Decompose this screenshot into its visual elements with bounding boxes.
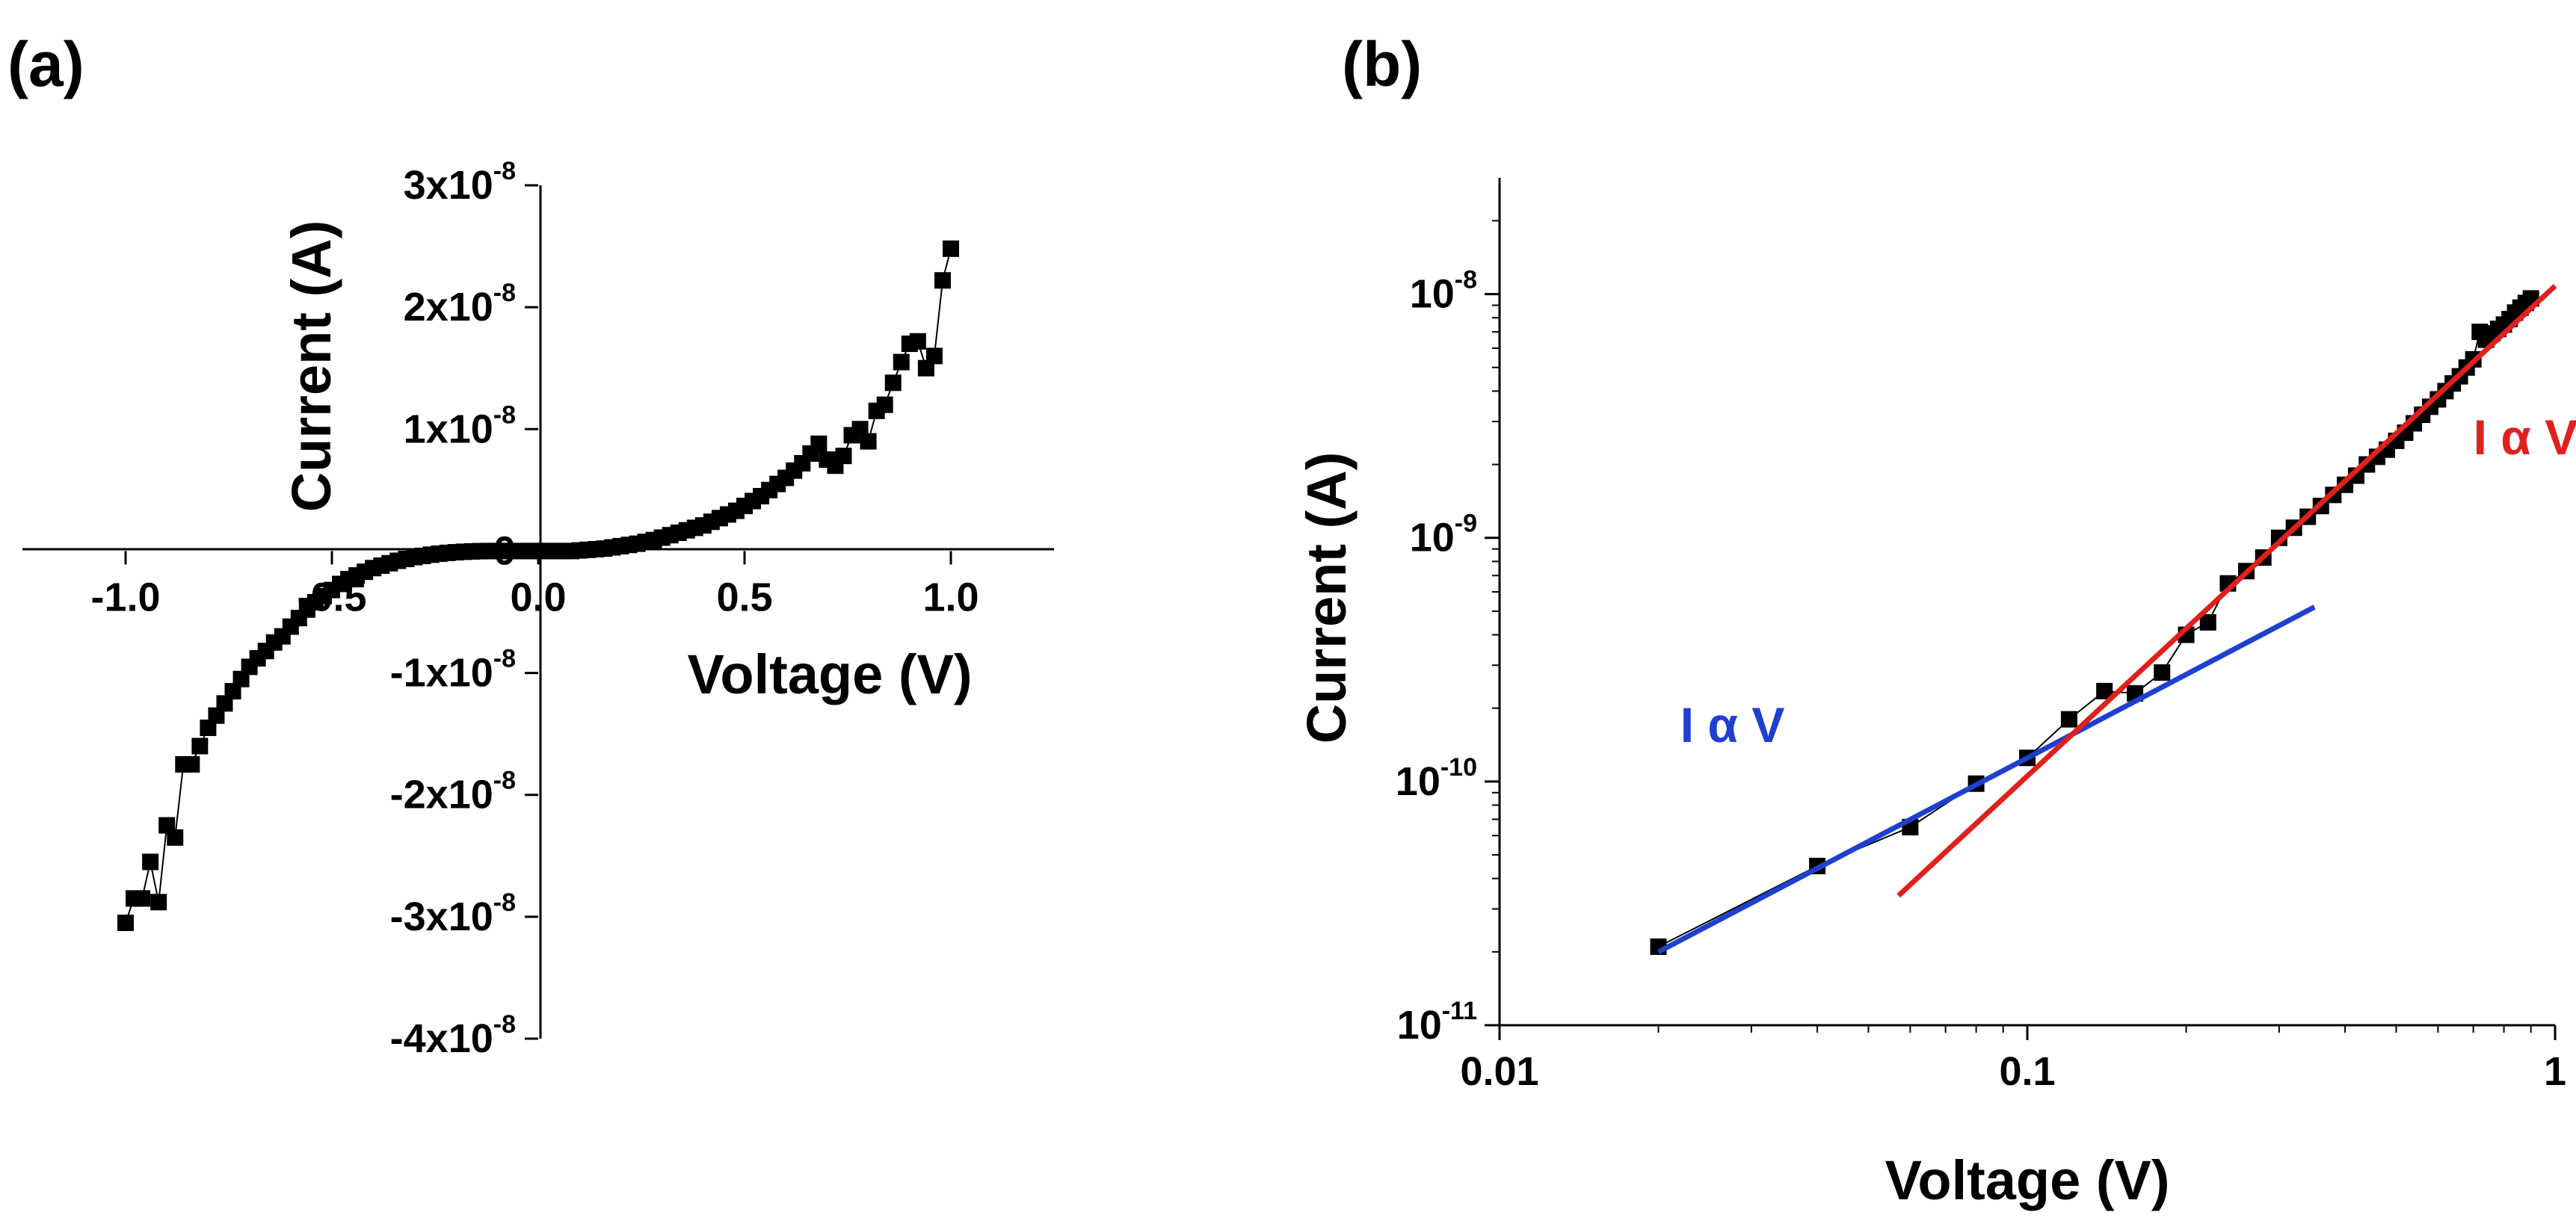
panel-b-y-tick-exponent: -9 xyxy=(1455,510,1477,538)
panel-b-y-tick-mantissa: 10 xyxy=(1410,272,1455,317)
panel-a-data-point xyxy=(884,374,902,392)
panel-b-fit-annotation-main: I α V xyxy=(2474,409,2576,465)
panel-b-x-axis-title: Voltage (V) xyxy=(1885,1149,2170,1211)
panel-a-y-tick-exponent: -8 xyxy=(493,645,516,673)
panel-b-fit-annotation: I α V2 xyxy=(2474,405,2576,465)
panel-a-x-ticks: -1.0-0.50.00.51.0 xyxy=(90,551,979,619)
panel-a-data-point xyxy=(167,829,184,846)
panel-a-y-tick-mantissa: -4x10 xyxy=(390,1016,493,1061)
panel-a-data-point xyxy=(835,448,852,465)
panel-a-data-point xyxy=(860,433,877,450)
panel-a-label: (a) xyxy=(7,29,84,99)
panel-a-x-tick-label: 0.0 xyxy=(510,575,566,619)
panel-a-data-point xyxy=(134,890,151,907)
panel-a-data-point xyxy=(183,755,200,773)
panel-a-y-tick-exponent: -8 xyxy=(493,157,516,185)
panel-a-data-point xyxy=(810,435,828,452)
panel-a-series xyxy=(117,240,959,932)
panel-a-y-tick-exponent: -8 xyxy=(493,888,516,917)
panel-b-y-axis-title: Current (A) xyxy=(1295,452,1358,744)
panel-a-x-tick-label: 0.5 xyxy=(716,575,772,619)
panel-b-y-tick-mantissa: 10 xyxy=(1397,1003,1442,1048)
panel-a: (a) -1.0-0.50.00.51.0 3x10-82x10-81x10-8… xyxy=(7,29,1054,1061)
panel-b-data-point xyxy=(2060,711,2077,728)
panel-b-fit-annotation: I α V xyxy=(1680,697,1785,752)
panel-a-y-ticks: 3x10-82x10-81x10-80-1x10-8-2x10-8-3x10-8… xyxy=(390,157,538,1061)
panel-b-fit-annotation-main: I α V xyxy=(1680,697,1785,752)
panel-a-y-tick-label: -1x10-8 xyxy=(390,645,516,696)
panel-a-y-tick-mantissa: 3x10 xyxy=(404,163,493,208)
panel-a-y-tick-mantissa: 1x10 xyxy=(404,406,493,451)
panel-a-y-tick-exponent: -8 xyxy=(493,401,516,429)
panel-a-y-tick-mantissa: -2x10 xyxy=(390,773,493,817)
panel-a-data-point xyxy=(150,894,167,911)
panel-b-y-tick-exponent: -10 xyxy=(1440,753,1477,782)
panel-a-y-tick-exponent: -8 xyxy=(493,1010,516,1039)
panel-b-series xyxy=(1650,284,2557,955)
panel-b-y-tick-exponent: -11 xyxy=(1442,997,1477,1025)
panel-a-y-tick-mantissa: -3x10 xyxy=(390,894,493,939)
panel-a-y-tick-exponent: -8 xyxy=(493,279,516,307)
panel-b-y-tick-label: 10-11 xyxy=(1397,997,1477,1048)
panel-b-x-tick-label: 0.1 xyxy=(1999,1049,2055,1094)
panel-b-x-ticks: 0.01 0.1 1 xyxy=(1460,1025,2566,1094)
panel-a-data-point xyxy=(934,272,951,289)
panel-a-y-tick-label: -4x10-8 xyxy=(390,1010,516,1061)
panel-a-data-point xyxy=(909,333,926,350)
panel-b-fit-line-quadratic xyxy=(1896,284,2557,898)
panel-b-annotations: I α VI α V2 xyxy=(1680,405,2576,752)
panel-a-y-tick-mantissa: 2x10 xyxy=(404,285,493,330)
panel-b-data-point xyxy=(2096,682,2113,699)
panel-b-data-line xyxy=(1658,297,2532,947)
panel-b-x-tick-label: 0.01 xyxy=(1460,1049,1538,1094)
panel-a-data-point xyxy=(876,396,893,413)
panel-a-data-point xyxy=(142,853,159,871)
panel-a-y-tick-label: 1x10-8 xyxy=(404,401,516,451)
panel-b-x-tick-label: 1 xyxy=(2544,1049,2566,1094)
panel-b-y-tick-label: 10-10 xyxy=(1396,753,1477,804)
panel-a-data-point xyxy=(117,915,134,932)
panel-a-data-point xyxy=(925,347,943,365)
panel-a-data-point xyxy=(943,240,959,257)
panel-a-y-axis-title: Current (A) xyxy=(280,220,342,513)
panel-a-x-tick-label: 1.0 xyxy=(922,575,979,619)
panel-a-y-tick-label: 3x10-8 xyxy=(404,157,516,208)
panel-b-y-tick-mantissa: 10 xyxy=(1410,516,1455,560)
panel-b-y-tick-mantissa: 10 xyxy=(1396,759,1440,804)
panel-a-y-tick-label: 2x10-8 xyxy=(404,279,516,330)
panel-b-y-tick-label: 10-9 xyxy=(1410,510,1477,560)
panel-b-data-point xyxy=(2154,664,2171,681)
panel-a-data-point xyxy=(191,738,209,755)
panel-a-y-tick-mantissa: -1x10 xyxy=(390,651,493,696)
panel-b-y-tick-exponent: -8 xyxy=(1455,266,1477,294)
panel-a-y-tick-label: -3x10-8 xyxy=(390,888,516,939)
panel-a-data-point xyxy=(893,353,910,371)
panel-a-y-tick-label: -2x10-8 xyxy=(390,767,516,817)
panel-a-y-tick-exponent: -8 xyxy=(493,767,516,795)
panel-b-y-tick-label: 10-8 xyxy=(1410,266,1477,317)
panel-b-label: (b) xyxy=(1342,29,1422,99)
panel-b-data-point xyxy=(2199,613,2216,631)
panel-a-x-axis-title: Voltage (V) xyxy=(688,643,973,705)
panel-b-fit-line-linear xyxy=(1657,605,2316,954)
panel-a-x-tick-label: -1.0 xyxy=(90,575,160,619)
